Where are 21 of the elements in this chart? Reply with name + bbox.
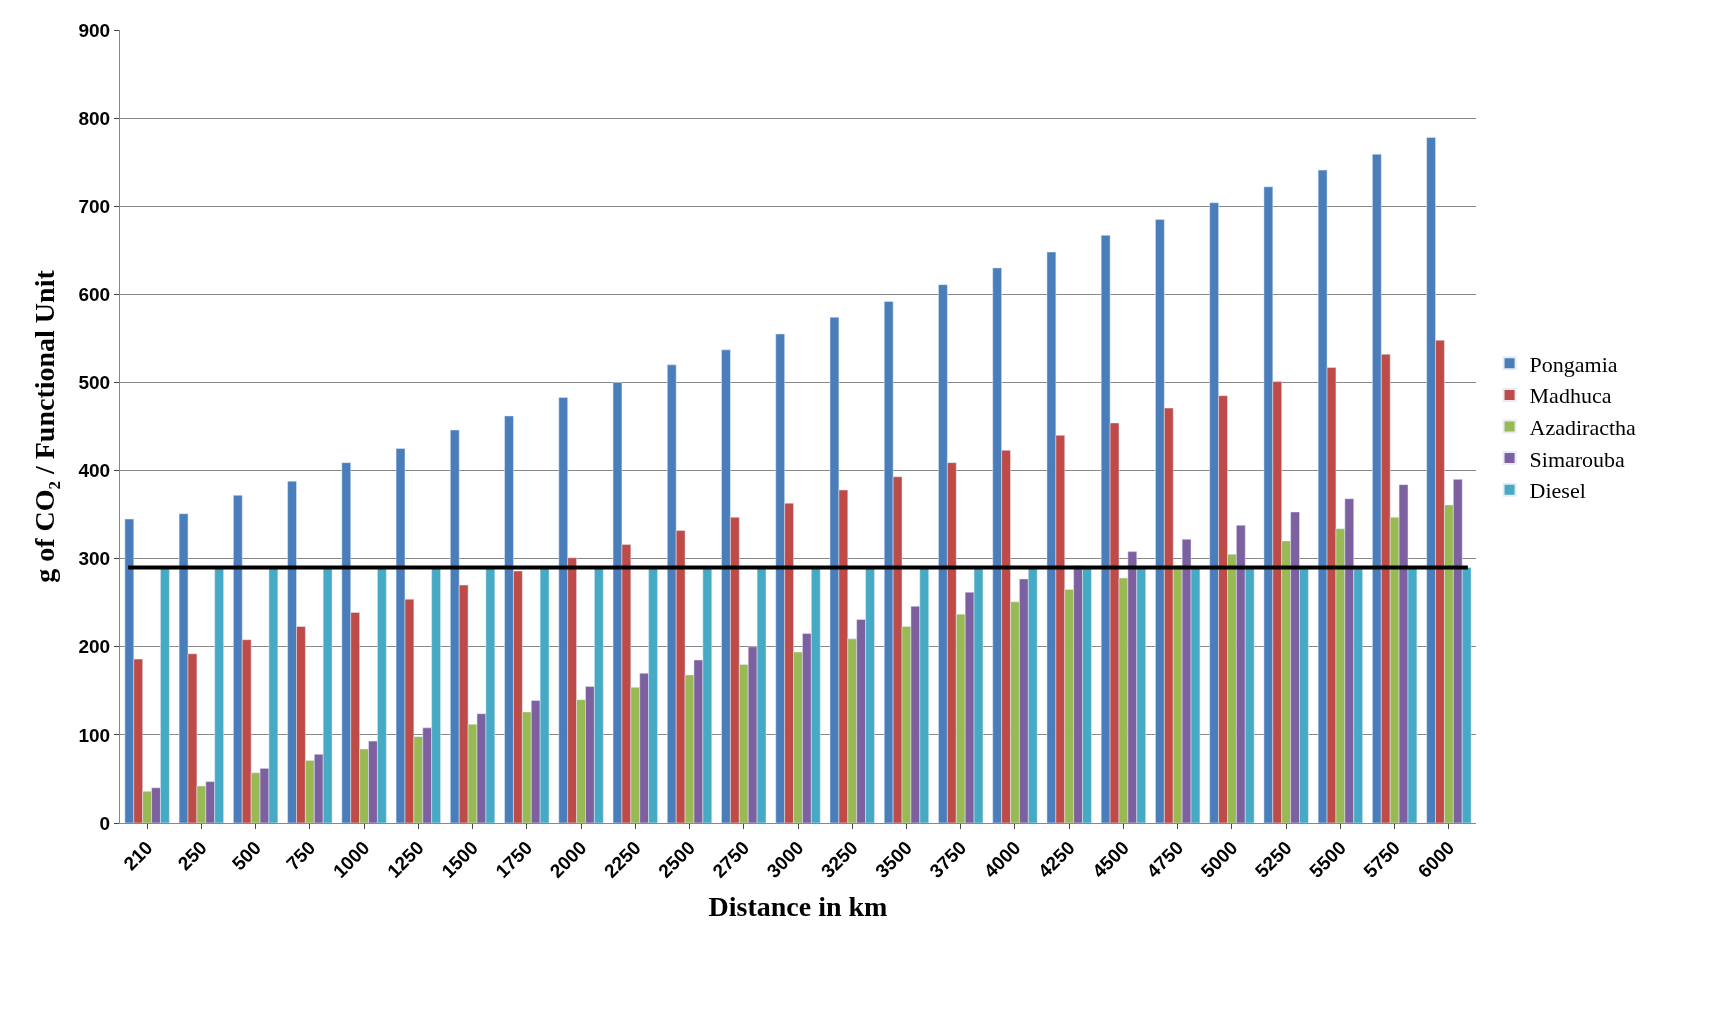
x-tick-label: 500 — [227, 837, 266, 875]
legend-label: Madhuca — [1529, 383, 1612, 409]
y-tick-label: 800 — [78, 107, 111, 129]
y-tick-label: 200 — [78, 636, 111, 658]
y-tick-label: 400 — [78, 460, 111, 482]
x-tick-label: 210 — [119, 837, 157, 875]
y-axis-title: g of CO₂ / Functional Unit — [29, 269, 61, 583]
legend-label: Diesel — [1529, 478, 1586, 504]
y-tick-label: 300 — [78, 548, 111, 570]
y-tick-label: 700 — [78, 195, 111, 217]
x-tick-label: 250 — [173, 837, 211, 875]
legend-label: Pongamia — [1529, 351, 1618, 377]
x-tick-label: 750 — [282, 837, 320, 875]
y-tick-label: 0 — [99, 812, 111, 834]
legend-label: Simarouba — [1529, 446, 1626, 472]
y-tick-label: 600 — [78, 283, 111, 305]
y-tick-label: 500 — [78, 372, 111, 394]
y-tick-label: 100 — [78, 724, 111, 746]
x-axis-title: Distance in km — [708, 890, 888, 922]
legend-label: Azadiractha — [1529, 415, 1637, 441]
y-tick-label: 900 — [78, 19, 111, 41]
